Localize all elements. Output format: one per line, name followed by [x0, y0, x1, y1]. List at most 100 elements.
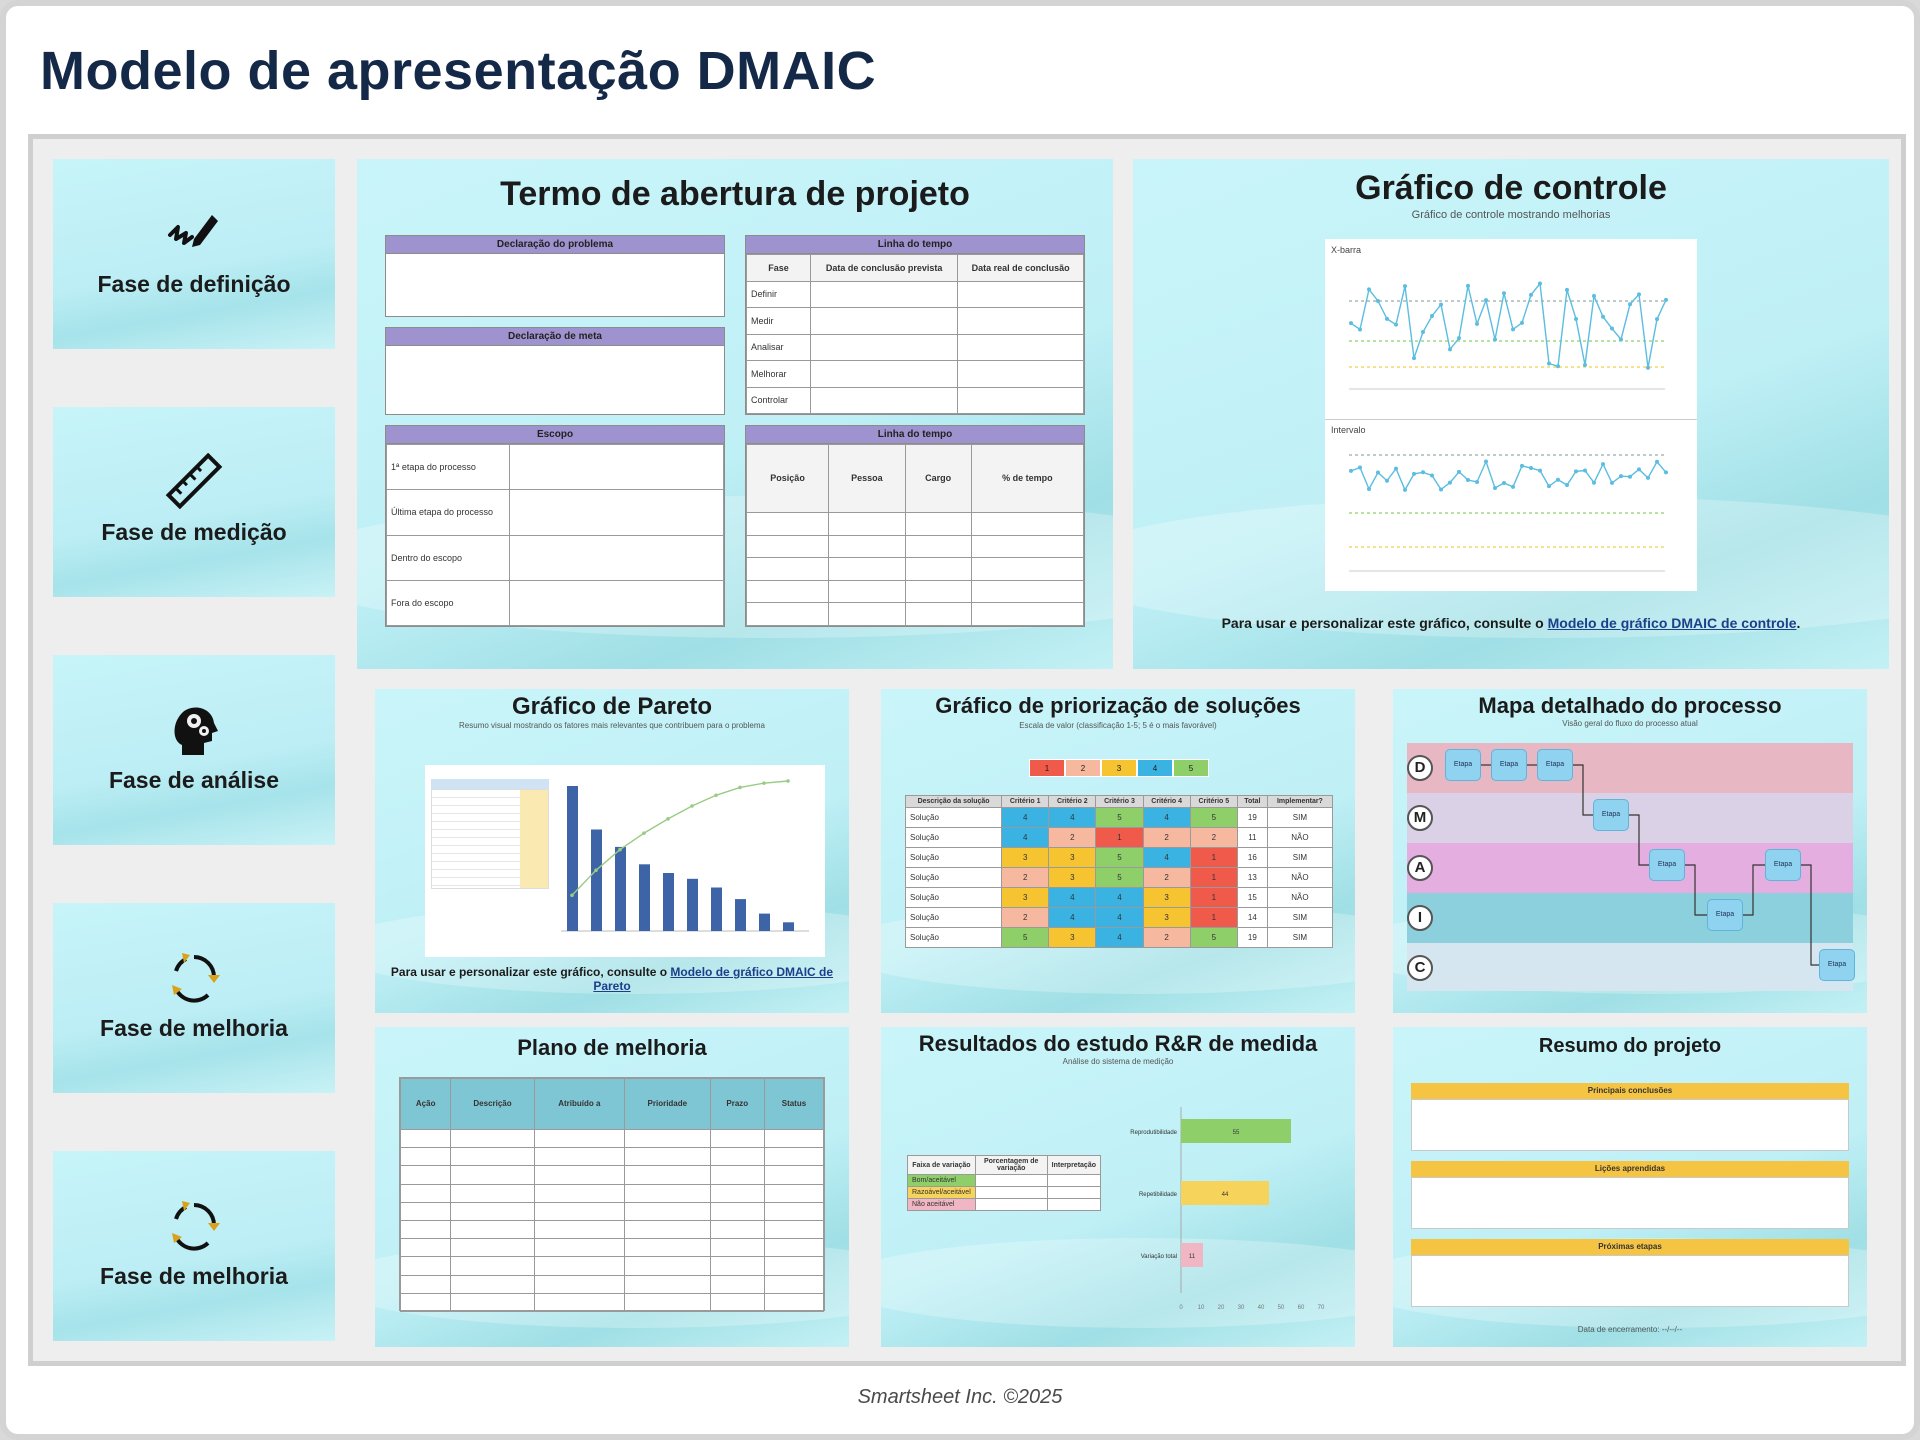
solution-summary: SIM: [1266, 927, 1334, 948]
slide-pareto[interactable]: Gráfico de Pareto Resumo visual mostrand…: [375, 689, 849, 1013]
control-point: [1583, 363, 1587, 368]
control-point: [1547, 361, 1551, 366]
slide-rr-results[interactable]: Resultados do estudo R&R de medida Análi…: [881, 1027, 1355, 1347]
criterion-score: 1: [1189, 867, 1238, 888]
pareto-bar: [567, 786, 578, 931]
rr-bar-value: 55: [1233, 1130, 1240, 1136]
control-point: [1367, 487, 1371, 492]
cycle-arrows-icon: [53, 1197, 335, 1253]
process-step: Etapa: [1707, 899, 1743, 931]
rr-range: Não aceitável: [907, 1198, 976, 1211]
phase-card-improve[interactable]: Fase de melhoria: [53, 903, 335, 1093]
control-point: [1574, 316, 1578, 321]
phase-card-analyze[interactable]: Fase de análise: [53, 655, 335, 845]
scope-row-label: Última etapa do processo: [386, 489, 510, 536]
solution-name: Solução: [904, 807, 1003, 828]
control-point: [1637, 467, 1641, 472]
col-header: Interpretação: [1046, 1155, 1102, 1175]
pareto-template-link[interactable]: Modelo de gráfico DMAIC de Pareto: [593, 965, 834, 993]
table-row: [399, 1165, 825, 1185]
control-point: [1403, 487, 1407, 492]
rr-bar-label: Repetibilidade: [1139, 1192, 1178, 1198]
criterion-score: 3: [1142, 887, 1191, 908]
table-row: Solução 2 4 4 3 1 14 SIM: [904, 907, 1334, 928]
rr-bar-chart: 0 10 20 30 40 50 60 70 Reprodutibilidade 55 Repeti…: [1130, 1107, 1325, 1311]
rr-range: Bom/aceitável: [907, 1174, 976, 1187]
head-gears-icon: [53, 701, 335, 757]
criterion-score: 5: [1001, 927, 1050, 948]
solution-summary: 11: [1236, 827, 1268, 848]
solution-summary: 16: [1236, 847, 1268, 868]
phase-card-improve-2[interactable]: Fase de melhoria: [53, 1151, 335, 1341]
phase-label: Fase de definição: [97, 271, 291, 297]
control-point: [1502, 291, 1506, 296]
cumulative-point: [618, 847, 622, 852]
control-point: [1394, 466, 1398, 471]
slide-process-map[interactable]: Mapa detalhado do processo Visão geral d…: [1393, 689, 1867, 1013]
control-point: [1664, 470, 1668, 475]
slide-project-charter[interactable]: Termo de abertura de projeto Declaração …: [357, 159, 1113, 669]
slide-improvement-plan[interactable]: Plano de melhoria Ação Descrição Atribuído…: [375, 1027, 849, 1347]
col-header: Ação: [399, 1078, 452, 1130]
control-point: [1565, 287, 1569, 292]
col-header: Critério 3: [1095, 795, 1144, 808]
solution-summary: SIM: [1266, 807, 1334, 828]
col-header: Descrição: [450, 1078, 535, 1130]
col-header: Porcentagem de variação: [974, 1155, 1048, 1175]
slide-subtitle: Gráfico de controle mostrando melhorias: [1411, 209, 1611, 221]
phase-card-define[interactable]: Fase de definição: [53, 159, 335, 349]
pareto-bar: [759, 913, 770, 931]
lane-control: [1407, 943, 1853, 991]
section-header: Declaração de meta: [386, 328, 724, 346]
slide-project-summary[interactable]: Resumo do projeto Principais conclusões …: [1393, 1027, 1867, 1347]
criterion-score: 4: [1001, 807, 1050, 828]
control-point: [1430, 313, 1434, 318]
table-row: Solução 2 3 5 2 1 13 NÃO: [904, 867, 1334, 888]
control-point: [1664, 297, 1668, 302]
copyright: Smartsheet Inc. ©2025: [857, 1386, 1063, 1408]
slide-title: Gráfico de Pareto: [511, 693, 713, 720]
page-title: Modelo de apresentação DMAIC: [40, 41, 877, 101]
col-header: Faixa de variação: [907, 1155, 976, 1175]
slide-title: Termo de abertura de projeto: [500, 175, 970, 213]
criterion-score: 1: [1189, 847, 1238, 868]
col-header: Data de conclusão prevista: [809, 254, 959, 282]
criterion-score: 2: [1001, 907, 1050, 928]
control-point: [1646, 475, 1650, 480]
summary-section-header: Lições aprendidas: [1411, 1161, 1849, 1177]
timeline-phase: Medir: [746, 307, 811, 335]
criterion-score: 5: [1095, 847, 1144, 868]
legend-swatch: 1: [1029, 759, 1065, 777]
control-point: [1421, 470, 1425, 475]
slide-solution-prioritization[interactable]: Gráfico de priorização de soluções Escal…: [881, 689, 1355, 1013]
summary-section-body: [1411, 1255, 1849, 1307]
cumulative-point: [786, 779, 790, 783]
tick-label: 30: [1238, 1305, 1245, 1311]
criterion-score: 4: [1142, 807, 1191, 828]
control-point: [1412, 471, 1416, 476]
process-step: Etapa: [1649, 849, 1685, 881]
control-point: [1376, 470, 1380, 475]
chart-label: Intervalo: [1331, 425, 1366, 435]
control-point: [1610, 326, 1614, 331]
col-header: Total: [1236, 795, 1268, 808]
slide-control-chart[interactable]: Gráfico de controle Gráfico de controle …: [1133, 159, 1889, 669]
slide-title: Plano de melhoria: [517, 1035, 707, 1060]
phase-label: Fase de melhoria: [100, 1263, 288, 1289]
control-chart-panel: X-barra Intervalo: [1325, 239, 1697, 591]
col-header: Critério 2: [1048, 795, 1097, 808]
slide-subtitle: Análise do sistema de medição: [1062, 1057, 1174, 1066]
criterion-score: 1: [1095, 827, 1144, 848]
rr-bar: [1181, 1243, 1203, 1267]
cumulative-point: [738, 785, 742, 790]
solution-summary: NÃO: [1266, 887, 1334, 908]
pareto-bar: [639, 864, 650, 931]
table-row: [399, 1147, 825, 1167]
control-series-line: [1350, 459, 1667, 492]
phase-card-measure[interactable]: Fase de medição: [53, 407, 335, 597]
control-template-link[interactable]: Modelo de gráfico DMAIC de controle: [1547, 615, 1797, 631]
problem-statement-box: Declaração do problema: [385, 235, 725, 317]
criterion-score: 1: [1189, 887, 1238, 908]
solution-summary: 19: [1236, 807, 1268, 828]
table-row: Solução 4 4 5 4 5 19 SIM: [904, 807, 1334, 828]
